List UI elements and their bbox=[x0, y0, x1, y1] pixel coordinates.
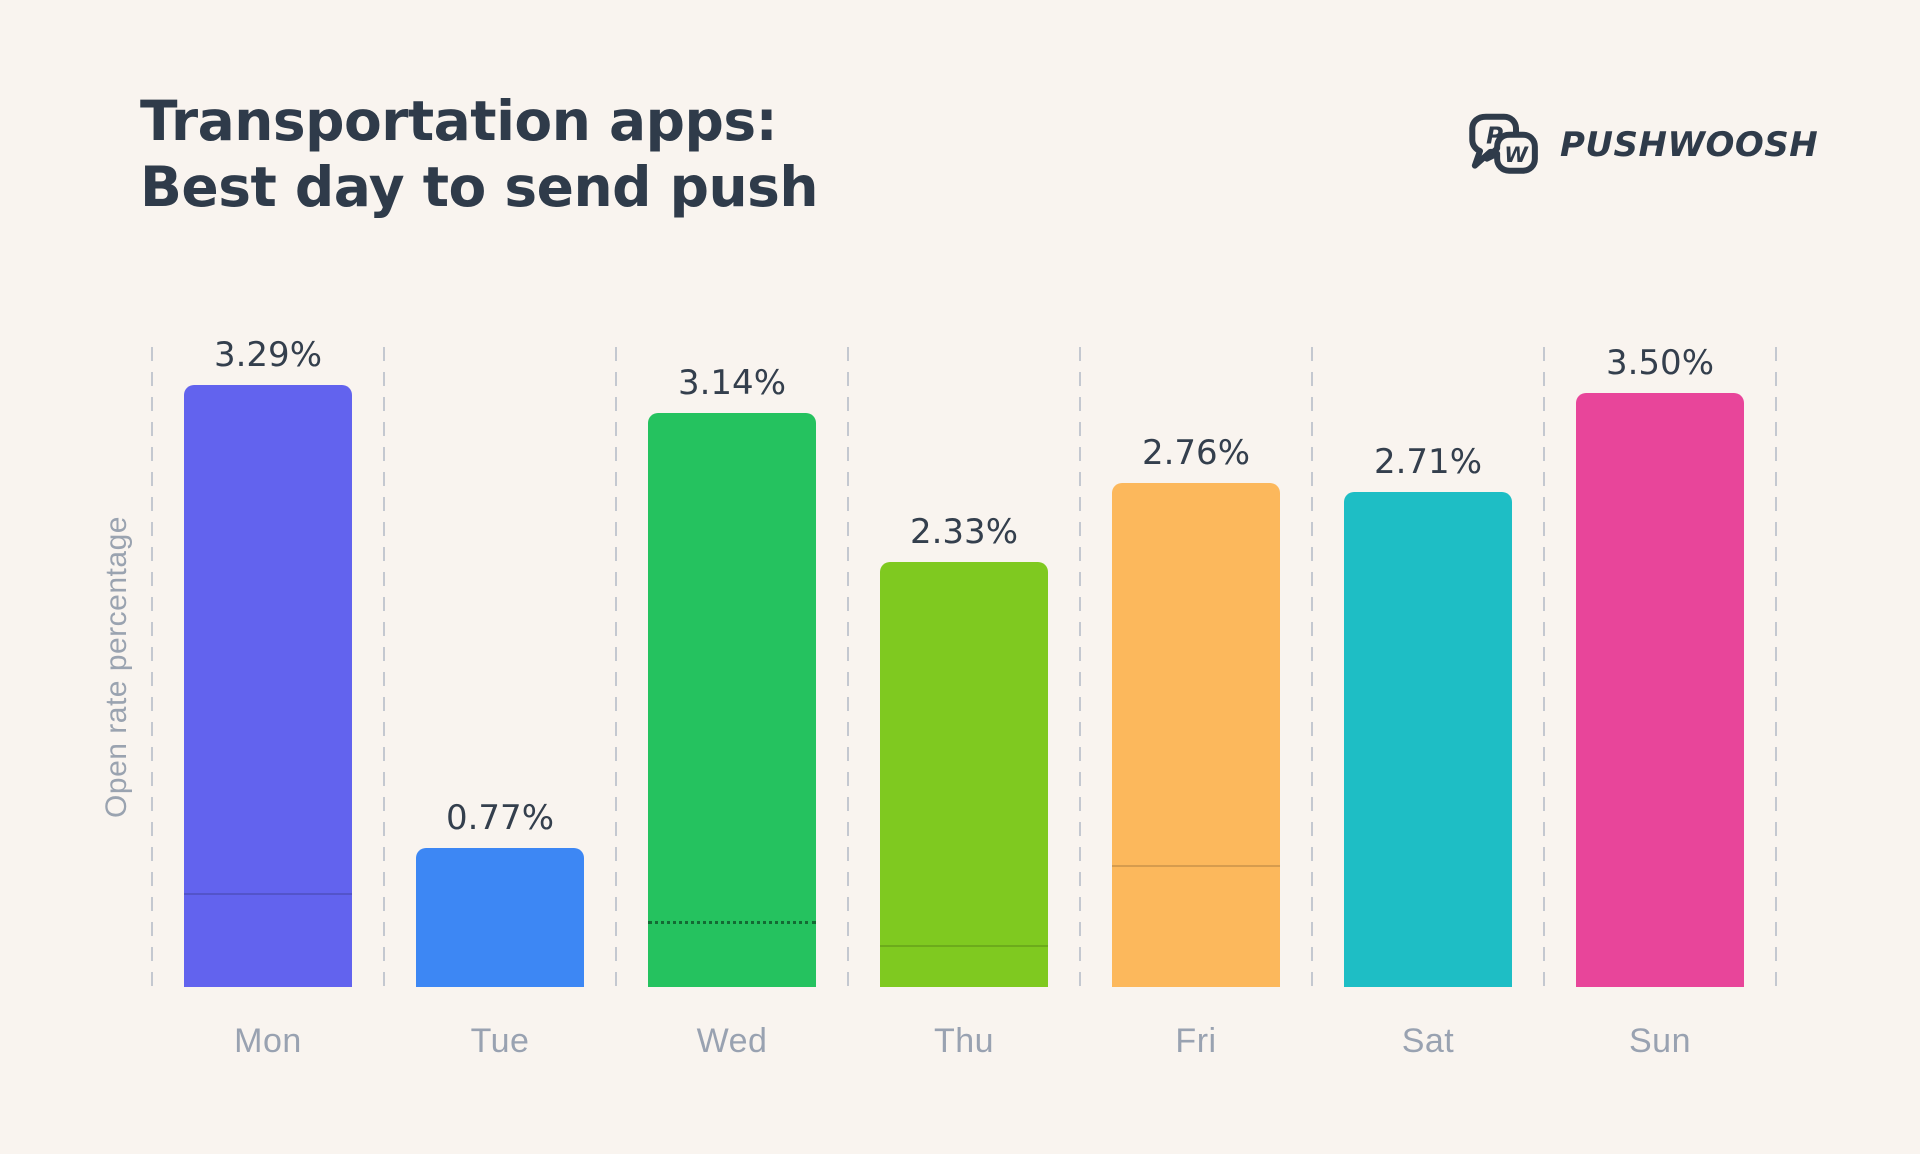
day-label-thu: Thu bbox=[933, 1022, 995, 1060]
value-label-wed: 3.14% bbox=[677, 363, 786, 403]
value-label-mon: 3.29% bbox=[213, 335, 322, 375]
day-label-wed: Wed bbox=[696, 1022, 768, 1060]
pushwoosh-logo: P W PUSHWOOSH bbox=[1468, 112, 1818, 178]
bar-sat bbox=[1344, 492, 1512, 987]
svg-text:W: W bbox=[1504, 143, 1529, 168]
page-title-line1: Transportation apps: bbox=[140, 89, 778, 153]
value-label-sun: 3.50% bbox=[1605, 343, 1714, 383]
day-label-sun: Sun bbox=[1629, 1022, 1691, 1060]
day-label-fri: Fri bbox=[1175, 1022, 1217, 1060]
y-axis-label: Open rate percentage bbox=[100, 516, 133, 818]
bar-inner-line bbox=[1112, 865, 1280, 867]
grid-line bbox=[1079, 347, 1081, 987]
grid-line bbox=[1775, 347, 1777, 987]
day-label-tue: Tue bbox=[470, 1022, 530, 1060]
grid-line bbox=[1543, 347, 1545, 987]
day-label-sat: Sat bbox=[1401, 1022, 1455, 1060]
page-title: Transportation apps: Best day to send pus… bbox=[140, 88, 819, 220]
grid-line bbox=[847, 347, 849, 987]
day-label-mon: Mon bbox=[234, 1022, 302, 1060]
bar-mon bbox=[184, 385, 352, 987]
bar-inner-line bbox=[880, 945, 1048, 947]
bar-tue bbox=[416, 848, 584, 987]
page-title-line2: Best day to send push bbox=[140, 155, 819, 219]
grid-line bbox=[1311, 347, 1313, 987]
value-label-tue: 0.77% bbox=[445, 798, 554, 838]
bar-inner-line bbox=[648, 921, 816, 924]
grid-line bbox=[383, 347, 385, 987]
value-label-sat: 2.71% bbox=[1373, 442, 1482, 482]
value-label-fri: 2.76% bbox=[1141, 433, 1250, 473]
bar-thu bbox=[880, 562, 1048, 987]
bar-wed bbox=[648, 413, 816, 987]
pushwoosh-logo-icon: P W bbox=[1469, 113, 1538, 174]
bar-inner-line bbox=[184, 893, 352, 895]
value-label-thu: 2.33% bbox=[909, 512, 1018, 552]
grid-line bbox=[151, 347, 153, 987]
grid-line bbox=[615, 347, 617, 987]
bar-sun bbox=[1576, 393, 1744, 987]
bar-fri bbox=[1112, 483, 1280, 987]
pushwoosh-logo-text: PUSHWOOSH bbox=[1560, 125, 1819, 165]
